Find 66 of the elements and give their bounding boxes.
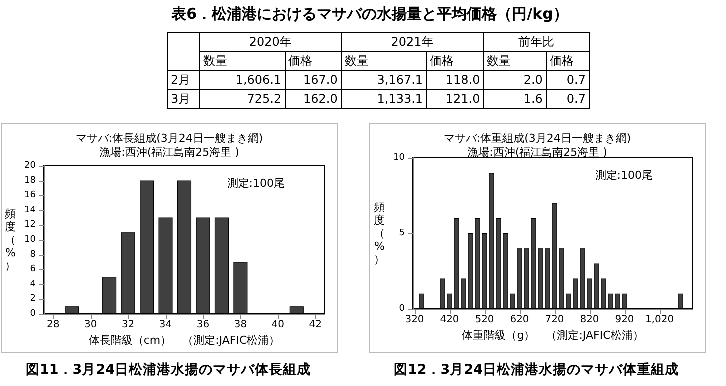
y-tick-label: 8 <box>30 250 36 260</box>
text: 1,133.1 <box>377 92 424 106</box>
text: 1,606.1 <box>236 73 282 87</box>
text: 2020年 <box>200 32 342 52</box>
x-tick-label: 36 <box>196 320 210 330</box>
text: 167.0 <box>304 73 338 87</box>
y-axis-title: 頻度（%） <box>5 208 16 272</box>
category-label: 数量 <box>484 52 546 70</box>
x-tick-label: 320 <box>405 314 424 326</box>
annotation: 測定:100尾 <box>595 169 653 182</box>
annotation: 測定:100尾 <box>227 177 285 190</box>
text: 表6．松浦港におけるマサバの水揚量と平均価格（円/kg） <box>170 5 570 24</box>
caption: 図12．3月24日松浦港水揚のマサバ体重組成 <box>393 361 680 379</box>
text: 121.0 <box>446 92 480 106</box>
chart-title: マサバ:体長組成(3月24日一艘まき網) <box>76 132 264 145</box>
y-tick-label: 0 <box>30 309 36 319</box>
y-tick-label: 16 <box>24 190 36 201</box>
x-tick-label: 40 <box>272 320 285 330</box>
category-label: 価格 <box>426 52 484 70</box>
chart-title: マサバ:体重組成(3月24日一艘まき網) <box>444 132 632 145</box>
x-tick-label: 38 <box>234 320 248 330</box>
y-tick-label: 14 <box>24 205 36 216</box>
category-label: 2月 <box>171 72 191 86</box>
x-tick-label: 32 <box>122 320 135 330</box>
category-label: 数量 <box>341 52 427 70</box>
y-tick-label: 2 <box>30 294 36 304</box>
chart-subtitle: 漁場:西沖(福江島南25海里 ) <box>468 146 608 159</box>
x-tick-label: 28 <box>47 320 60 330</box>
x-tick-label: 920 <box>615 314 634 326</box>
y-tick-label: 0 <box>399 304 406 314</box>
text: 2021年 <box>341 32 484 52</box>
text: 725.2 <box>247 92 282 106</box>
category-label: 価格 <box>285 52 342 70</box>
x-tick-label: 720 <box>545 314 564 326</box>
x-tick-label: 42 <box>309 320 322 330</box>
text: 162.0 <box>304 92 338 106</box>
y-axis-title: 頻度（%） <box>374 201 385 266</box>
text: 2.0 <box>524 73 543 87</box>
x-tick-label: 420 <box>440 314 460 326</box>
x-tick-label: 620 <box>510 314 530 326</box>
text: 前年比 <box>484 32 590 52</box>
y-tick-label: 5 <box>399 228 405 238</box>
x-tick-label: 30 <box>84 320 98 330</box>
text: 1.6 <box>524 92 543 106</box>
y-tick-label: 12 <box>24 220 36 230</box>
y-tick-label: 6 <box>30 264 36 275</box>
text: 0.7 <box>566 92 586 106</box>
x-tick-label: 820 <box>580 314 600 326</box>
y-tick-label: 10 <box>24 235 36 245</box>
text: 3,167.1 <box>377 73 424 87</box>
category-label: 3月 <box>171 92 191 106</box>
x-tick-label: 34 <box>159 320 172 330</box>
chart-subtitle: 漁場:西沖(福江島南25海里 ) <box>100 146 240 159</box>
y-tick-label: 4 <box>30 279 36 290</box>
text: 118.0 <box>446 73 480 87</box>
text: 0.7 <box>566 73 586 87</box>
y-tick-label: 20 <box>24 161 36 171</box>
category-label: 価格 <box>546 52 590 70</box>
x-tick-label: 1,020 <box>645 314 674 326</box>
x-axis-title: 体重階級（g） （測定:JAFIC松浦） <box>462 328 644 342</box>
y-tick-label: 10 <box>394 153 406 163</box>
x-axis-title: 体長階級（cm） （測定:JAFIC松浦） <box>88 334 280 347</box>
x-tick-label: 520 <box>475 314 494 326</box>
caption: 図11．3月24日松浦港水揚のマサバ体長組成 <box>25 361 312 379</box>
category-label: 数量 <box>200 52 286 70</box>
y-tick-label: 18 <box>24 176 36 186</box>
